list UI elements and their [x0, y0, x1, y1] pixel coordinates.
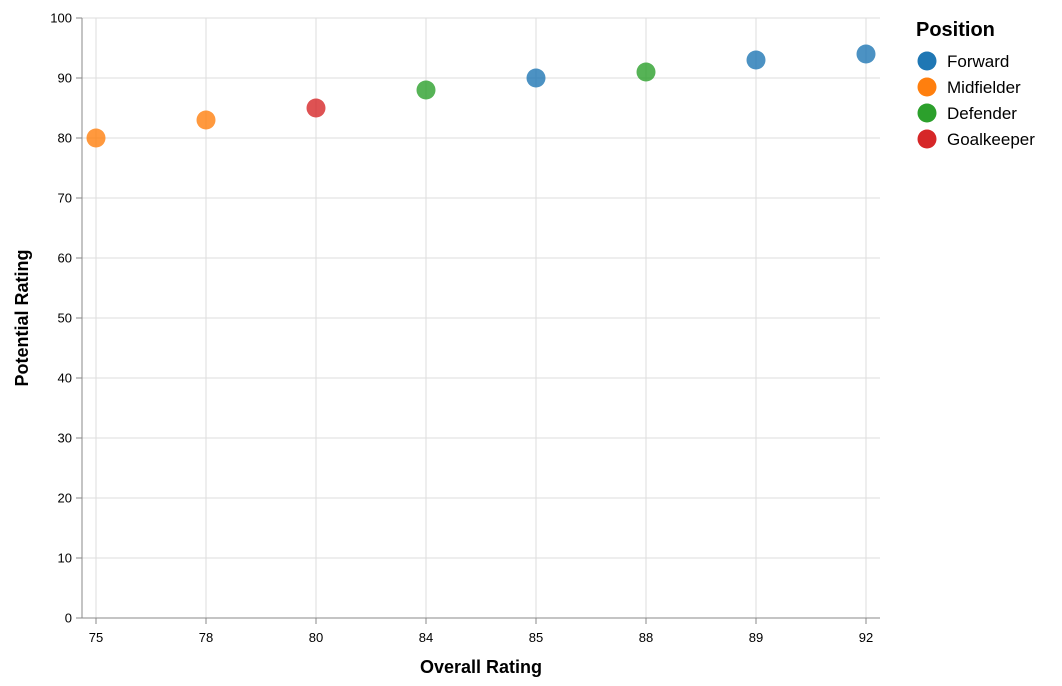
y-tick-label: 50	[58, 311, 72, 326]
x-tick-label: 92	[859, 630, 873, 645]
y-tick-label: 100	[50, 11, 72, 26]
x-axis-title: Overall Rating	[420, 657, 542, 677]
grid	[82, 17, 880, 619]
data-point-forward	[856, 44, 876, 64]
data-point-midfielder	[196, 110, 216, 130]
y-tick-label: 40	[58, 371, 72, 386]
legend-label-defender: Defender	[947, 104, 1017, 123]
x-tick-label: 84	[419, 630, 433, 645]
data-points	[86, 44, 876, 148]
legend-label-goalkeeper: Goalkeeper	[947, 130, 1035, 149]
y-tick-label: 70	[58, 191, 72, 206]
y-tick-label: 10	[58, 551, 72, 566]
legend-swatch-midfielder	[917, 77, 937, 97]
y-tick-label: 60	[58, 251, 72, 266]
data-point-forward	[526, 68, 546, 88]
x-tick-label: 75	[89, 630, 103, 645]
data-point-defender	[636, 62, 656, 82]
legend-title: Position	[916, 19, 995, 41]
x-tick-label: 85	[529, 630, 543, 645]
legend-swatch-goalkeeper	[917, 129, 937, 149]
y-tick-label: 30	[58, 431, 72, 446]
data-point-midfielder	[86, 128, 106, 148]
x-tick-label: 78	[199, 630, 213, 645]
data-point-defender	[416, 80, 436, 100]
legend-swatch-forward	[917, 51, 937, 71]
y-tick-label: 80	[58, 131, 72, 146]
y-tick-label: 20	[58, 491, 72, 506]
axes: 75 78 80 84 85 88 89 92 0 10 20 30 40 50 60 70 80 90 100	[50, 11, 880, 645]
x-tick-label: 89	[749, 630, 763, 645]
legend: Position Forward Midfielder Defender Goalke…	[916, 19, 1035, 149]
legend-label-midfielder: Midfielder	[947, 78, 1021, 97]
x-tick-label: 88	[639, 630, 653, 645]
data-point-goalkeeper	[306, 98, 326, 118]
x-tick-label: 80	[309, 630, 323, 645]
legend-label-forward: Forward	[947, 52, 1009, 71]
data-point-forward	[746, 50, 766, 70]
y-tick-label: 90	[58, 71, 72, 86]
y-tick-label: 0	[65, 611, 72, 626]
y-axis-title: Potential Rating	[12, 249, 32, 386]
legend-swatch-defender	[917, 103, 937, 123]
